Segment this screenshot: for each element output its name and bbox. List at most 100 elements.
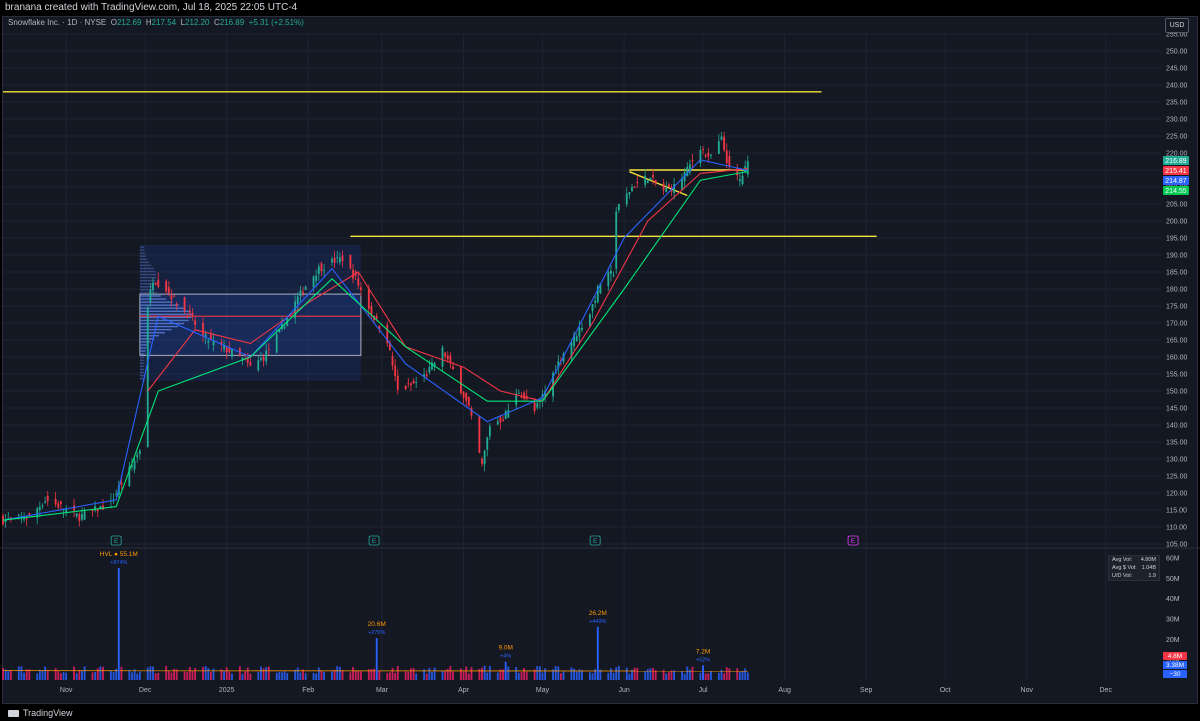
volume-bar [386, 673, 389, 680]
volume-value-label: 4.8M [1168, 653, 1182, 660]
price-value-badge [1163, 186, 1189, 195]
candle-body [388, 342, 391, 350]
volume-spike-label: 20.6M [368, 621, 386, 628]
candle-body [96, 509, 99, 512]
volume-bar [96, 668, 99, 680]
volume-profile-bar [139, 359, 145, 361]
price-tick-label: 165.00 [1166, 338, 1188, 345]
volume-bar [320, 670, 323, 680]
volume-bar [115, 668, 118, 680]
volume-bar [38, 669, 41, 680]
candle-body [688, 164, 691, 173]
price-tick-label: 250.00 [1166, 49, 1188, 56]
candle-body [173, 295, 175, 297]
candle-body [57, 503, 60, 508]
volume-bar [238, 666, 241, 680]
candle-body [78, 514, 81, 521]
time-tick-label: Jul [699, 687, 708, 694]
candle-body [302, 291, 304, 294]
avg-vol-value: 4.80M [1140, 557, 1156, 563]
candle-body [673, 184, 676, 193]
price-tick-label: 205.00 [1166, 202, 1188, 209]
volume-bar [149, 666, 152, 680]
candle-body [44, 501, 47, 503]
candle-body [515, 393, 518, 405]
candle-body [317, 266, 320, 274]
volume-bar [157, 672, 160, 680]
volume-bar [286, 673, 289, 680]
volume-profile-bar [139, 261, 149, 264]
volume-bar [146, 667, 149, 680]
volume-bar [304, 673, 307, 680]
candle-body [120, 482, 123, 485]
volume-bar [17, 666, 20, 680]
tradingview-logo-icon [8, 709, 19, 717]
candle-body [225, 347, 228, 353]
candle-body [223, 345, 225, 350]
time-tick-label: Oct [940, 687, 951, 694]
volume-bar [431, 671, 433, 680]
price-tick-label: 220.00 [1166, 151, 1188, 158]
volume-spike-bar [375, 638, 378, 680]
candle-body [578, 327, 581, 337]
candle-body [9, 517, 12, 519]
candle-body [175, 303, 178, 306]
candle-body [338, 257, 341, 263]
chart-pane[interactable] [2, 16, 1198, 704]
candle-body [441, 347, 444, 367]
volume-bar [588, 672, 591, 680]
candle-body [38, 506, 41, 510]
volume-profile-bar [139, 264, 152, 267]
volume-tick-label: 40M [1166, 596, 1180, 603]
volume-bar [54, 668, 57, 680]
candle-body [367, 288, 370, 310]
volume-bar [741, 670, 744, 680]
volume-bar [109, 670, 112, 680]
volume-bar [102, 666, 104, 680]
currency-badge[interactable]: USD [1165, 18, 1189, 33]
candle-body [170, 295, 173, 300]
candle-body [410, 383, 412, 386]
candle-body [323, 269, 326, 271]
candle-body [167, 287, 170, 294]
time-tick-label: Nov [1021, 687, 1034, 694]
volume-bar [317, 667, 320, 680]
price-tick-label: 245.00 [1166, 66, 1188, 73]
volume-bar [725, 667, 728, 680]
candle-body [646, 180, 649, 184]
candle-body [241, 357, 244, 361]
volume-profile-bar [139, 258, 148, 260]
candle-body [610, 270, 612, 275]
tradingview-logo[interactable]: TradingView [8, 708, 73, 718]
volume-bar [691, 666, 694, 680]
volume-bar [481, 667, 483, 680]
volume-profile-bar [139, 310, 190, 312]
candle-body [165, 280, 168, 292]
volume-profile-bar [139, 319, 189, 322]
volume-bar [412, 667, 415, 680]
candle-body [315, 275, 318, 281]
candle-body [481, 458, 483, 464]
earnings-marker [847, 535, 859, 546]
candle-body [631, 186, 633, 192]
time-tick-label: Jun [618, 687, 629, 694]
volume-bar [73, 666, 75, 680]
volume-value-badge [1163, 661, 1187, 669]
volume-bar [428, 667, 431, 680]
time-tick-label: Aug [778, 687, 791, 694]
candle-body [738, 179, 741, 182]
volume-bar [707, 673, 710, 680]
volume-spike-change: +874% [110, 560, 127, 566]
chart-canvas[interactable]: 105.00 110.00 115.00 120.00 125.00 130.00 135.… [0, 16, 1200, 704]
candle-body [717, 141, 720, 154]
symbol-name[interactable]: Snowflake Inc. · 1D · NYSE [8, 18, 107, 27]
volume-bar [631, 669, 633, 680]
price-tick-label: 110.00 [1166, 525, 1187, 532]
candle-body [667, 184, 670, 188]
candle-body [157, 279, 160, 287]
candle-body [41, 505, 44, 507]
volume-bar [560, 673, 562, 680]
candle-body [299, 290, 302, 297]
volume-bar [575, 671, 578, 680]
volume-bar [628, 673, 631, 680]
